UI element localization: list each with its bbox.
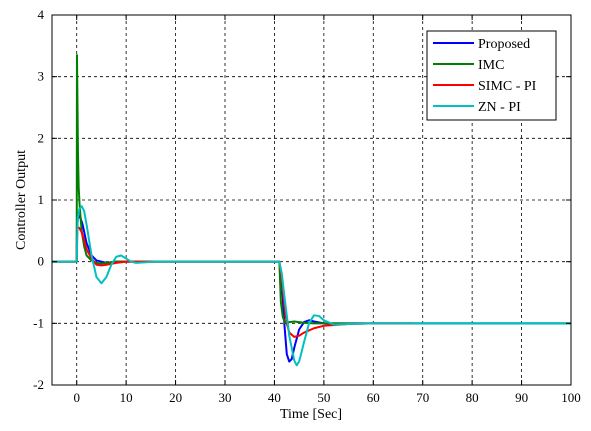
x-tick-label: 40 bbox=[268, 390, 281, 405]
y-tick-label: -1 bbox=[33, 315, 44, 330]
y-tick-label: 2 bbox=[38, 130, 45, 145]
x-tick-label: 0 bbox=[73, 390, 80, 405]
x-tick-label: 50 bbox=[317, 390, 330, 405]
y-tick-label: 3 bbox=[38, 69, 45, 84]
series-lines bbox=[52, 54, 571, 367]
y-tick-label: 1 bbox=[38, 192, 45, 207]
legend-label-zn-pi: ZN - PI bbox=[478, 100, 521, 115]
x-tick-label: 60 bbox=[367, 390, 380, 405]
x-axis-label: Time [Sec] bbox=[280, 407, 342, 422]
x-tick-label: 30 bbox=[219, 390, 232, 405]
y-axis-label: Controller Output bbox=[14, 150, 29, 250]
x-tick-label: 100 bbox=[561, 390, 581, 405]
x-tick-label: 10 bbox=[120, 390, 133, 405]
series-line-zn-pi bbox=[52, 205, 571, 367]
y-tick-label: -2 bbox=[33, 377, 44, 392]
legend: Proposed IMC SIMC - PI ZN - PI bbox=[426, 30, 557, 121]
legend-label-imc: IMC bbox=[478, 58, 504, 73]
x-tick-label: 80 bbox=[466, 390, 479, 405]
y-tick-labels: -2 -1 0 1 2 3 4 bbox=[33, 7, 44, 392]
legend-label-proposed: Proposed bbox=[478, 37, 530, 52]
axis-ticks bbox=[52, 14, 572, 386]
x-tick-label: 70 bbox=[416, 390, 429, 405]
x-tick-labels: 0 10 20 30 40 50 60 70 80 90 100 bbox=[73, 390, 580, 405]
legend-label-simc-pi: SIMC - PI bbox=[478, 79, 537, 94]
series-line-imc bbox=[52, 54, 571, 325]
x-tick-label: 90 bbox=[515, 390, 528, 405]
y-tick-label: 4 bbox=[38, 7, 45, 22]
x-tick-label: 20 bbox=[169, 390, 182, 405]
y-tick-label: 0 bbox=[38, 254, 45, 269]
